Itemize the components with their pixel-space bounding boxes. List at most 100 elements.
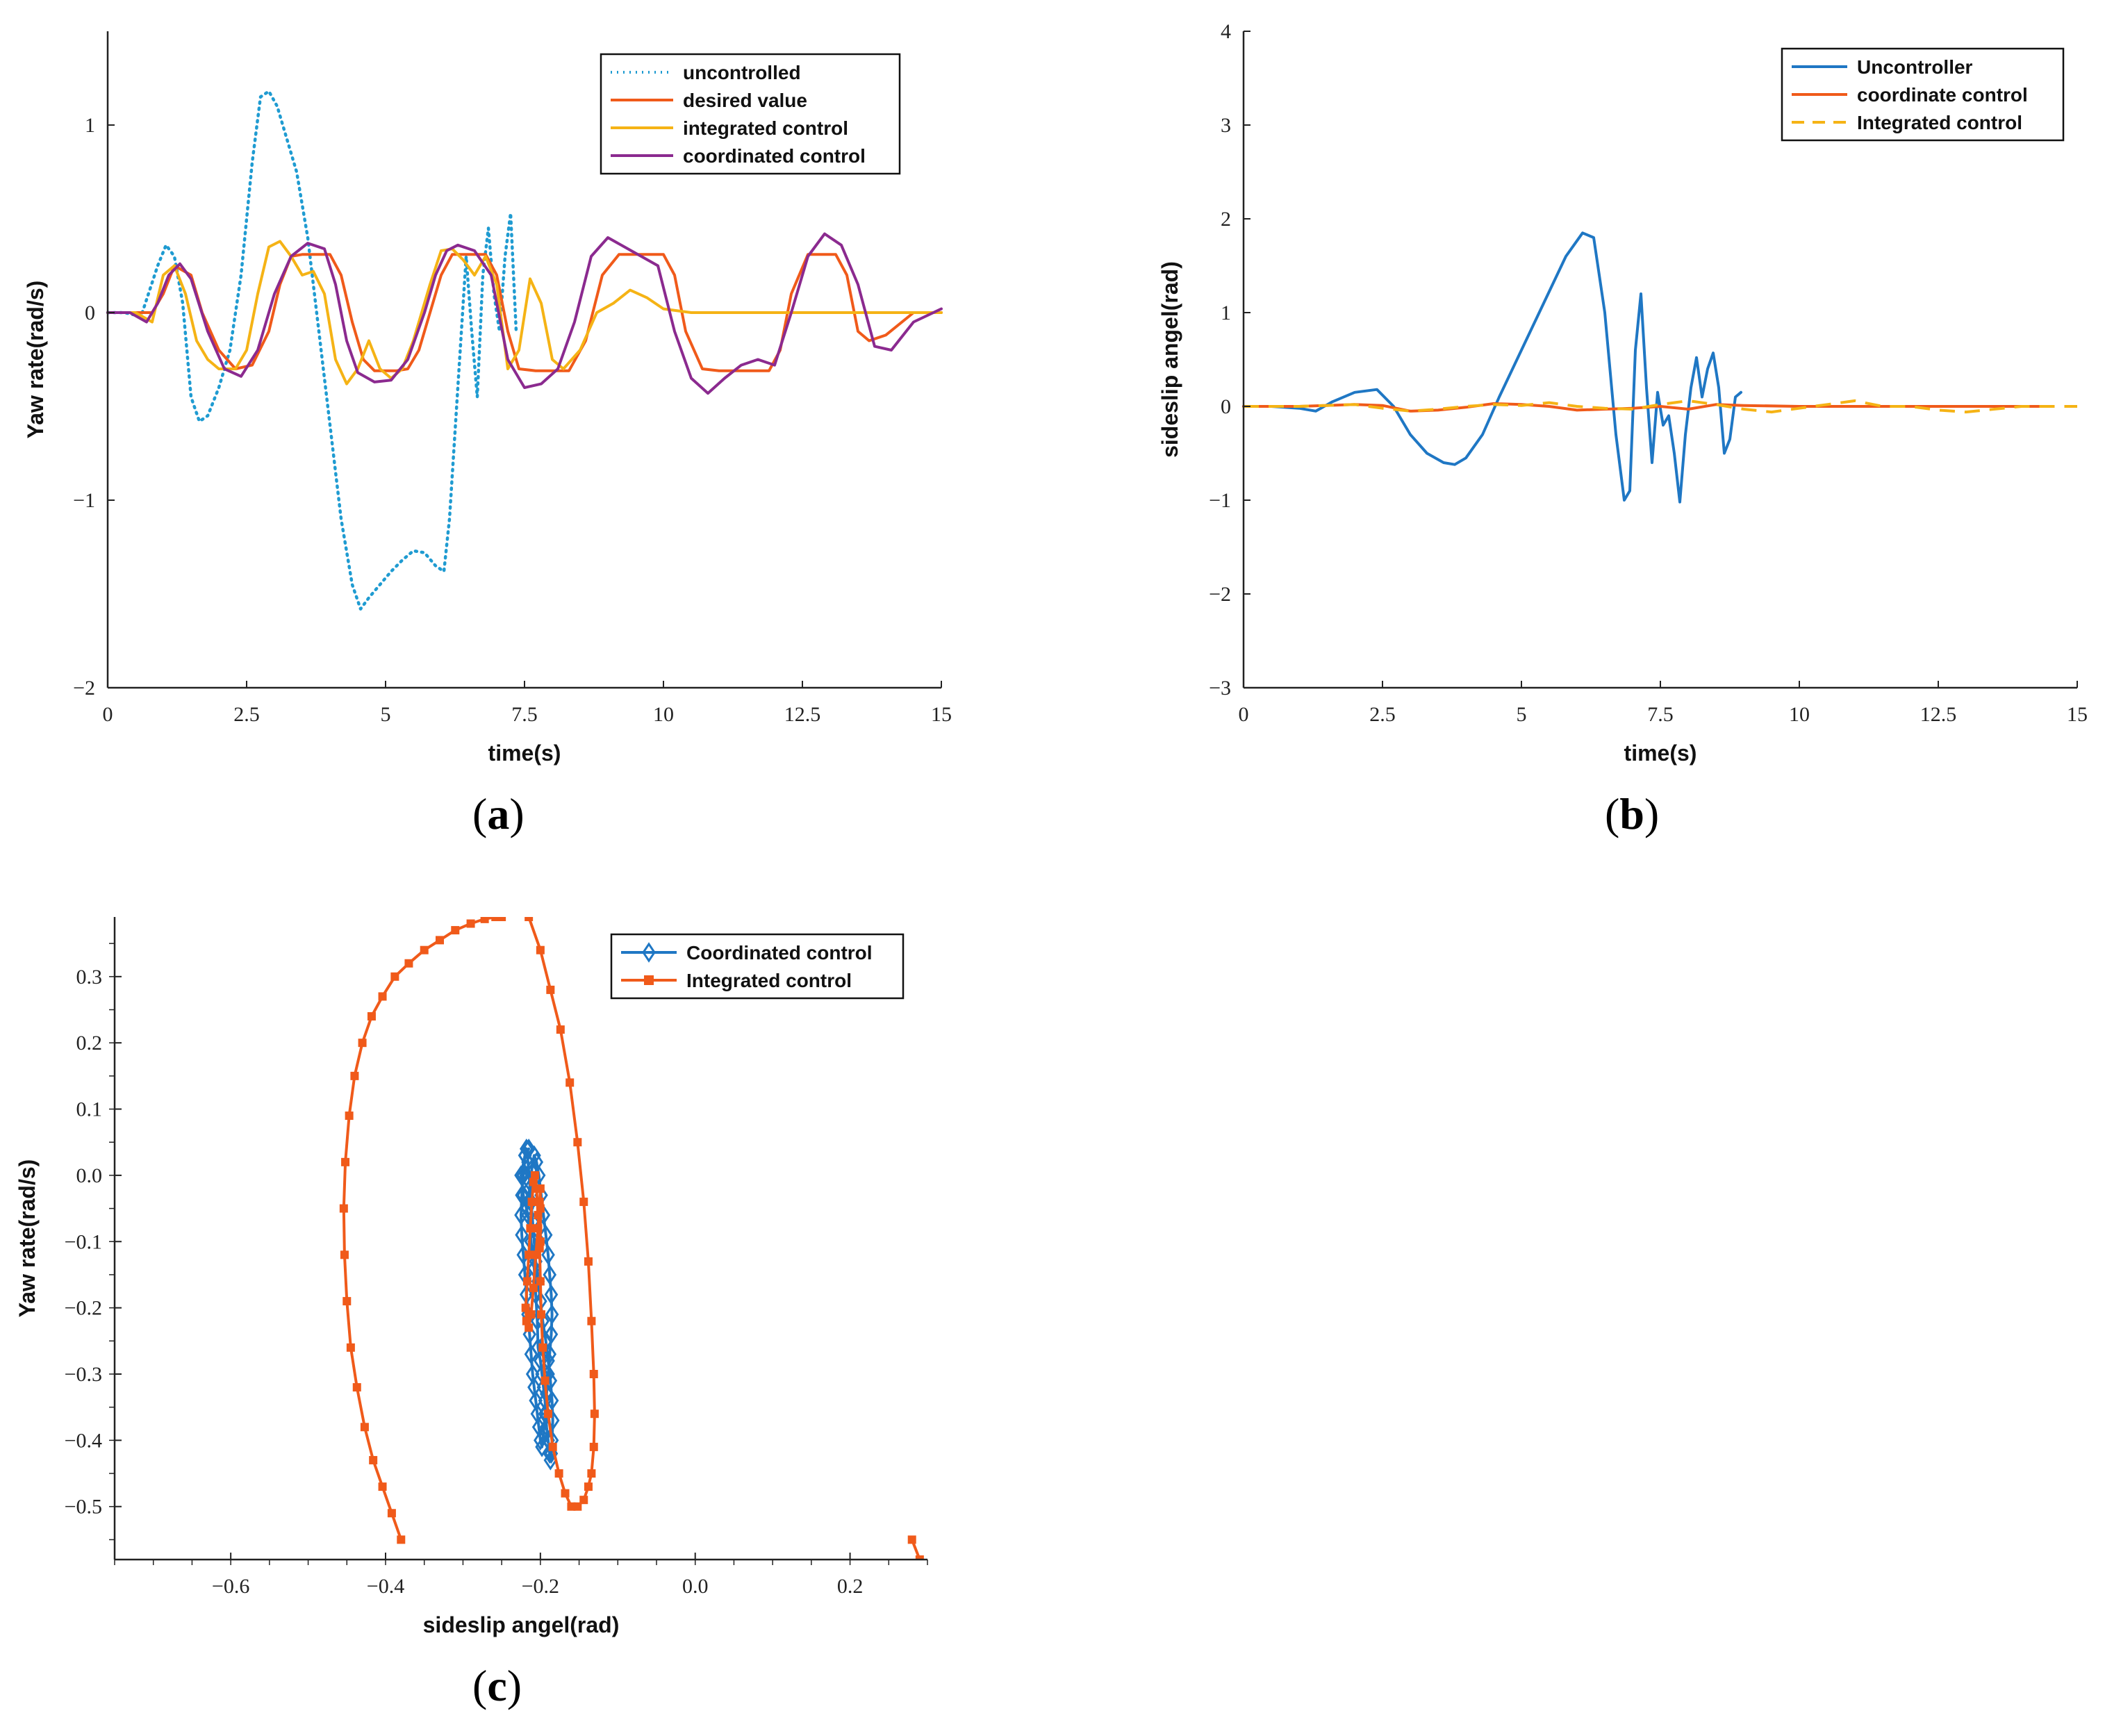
panel-a-chart: 0 2.5 5 7.5 10 12.5 15 −2 −1 0 1 time(s) Yaw rate(… [23, 31, 952, 766]
panel-b-legend-label: Uncontroller [1857, 56, 1973, 78]
panel-b-x-tick-label: 7.5 [1647, 703, 1674, 726]
panel-a-series-integrated-control [106, 240, 943, 386]
panel-c-integrated-marker [556, 1025, 565, 1034]
panel-b-y-tick-label: 3 [1221, 114, 1231, 137]
panel-c-integrated-marker [522, 1316, 531, 1325]
panel-label-c: (c) [472, 1661, 522, 1710]
panel-a-legend-box [600, 53, 901, 175]
panel-c-y-tick-label: −0.5 [65, 1496, 102, 1519]
panel-c-integrated-marker [404, 959, 413, 968]
panel-c-integrated-marker [536, 1277, 545, 1286]
panel-c-integrated-marker [554, 1469, 563, 1478]
panel-c-integrated-marker [579, 1496, 588, 1505]
panel-c-integrated-marker [536, 945, 545, 954]
panel-c-integrated-marker [529, 1177, 538, 1187]
panel-c-integrated-marker [521, 1303, 530, 1312]
panel-a-y-tick-label: 1 [85, 114, 95, 137]
panel-c-x-axis-label: sideslip angel(rad) [423, 1612, 620, 1637]
panel-c-y-tick-label: −0.3 [65, 1363, 102, 1386]
panel-c-integrated-marker [527, 1310, 536, 1319]
panel-a-x-tick-label: 15 [931, 703, 952, 726]
panel-c-integrated-marker [491, 917, 500, 921]
panel-c-coordinated-marker [545, 1390, 559, 1411]
panel-a-y-tick-label: 0 [85, 301, 95, 324]
panel-a-series-desired-value [106, 253, 943, 372]
panel-c-integrated-marker [525, 917, 534, 921]
panel-c-x-tick-label: 0.0 [682, 1575, 709, 1598]
panel-c-legend-label: Integrated control [686, 970, 852, 991]
panel-c-coordinated-marker [544, 1284, 559, 1305]
panel-a-series-coordinated-control [106, 232, 943, 395]
panel-c-integrated-marker [915, 1555, 924, 1560]
panel-c-integrated-marker [544, 1410, 552, 1419]
panel-c-integrated-marker [367, 1012, 376, 1021]
panel-c-integrated-marker [573, 1138, 582, 1147]
panel-c-integrated-marker [538, 1343, 547, 1352]
panel-a-legend-label: integrated control [683, 117, 848, 139]
panel-c-integrated-marker [540, 1376, 550, 1385]
panel-c-integrated-marker [397, 1535, 406, 1544]
panel-label-a-letter: a [487, 789, 510, 838]
panel-c-integrated-marker [579, 1198, 588, 1207]
panel-c-coordinated-marker [515, 1225, 529, 1246]
panel-c-coordinated-marker [516, 1165, 531, 1186]
panel-a-x-tick-label: 0 [103, 703, 113, 726]
panel-c-y-tick-label: −0.4 [65, 1429, 102, 1452]
panel-c-coordinated-marker [535, 1437, 549, 1457]
panel-c-y-tick-label: 0.1 [76, 1098, 103, 1121]
panel-label-a: (a) [472, 789, 525, 838]
panel-a-legend-label: desired value [683, 90, 807, 111]
panel-a-series-uncontrolled [106, 90, 518, 611]
panel-b-x-tick-label: 12.5 [1920, 703, 1957, 726]
panel-c-integrated-marker [536, 1204, 545, 1213]
panel-b-x-tick-label: 10 [1789, 703, 1810, 726]
panel-c-integrated-marker [358, 1039, 367, 1048]
panel-c-integrated-marker [350, 1071, 359, 1080]
panel-c-integrated-marker [369, 1455, 378, 1464]
panel-b-x-axis-label: time(s) [1624, 741, 1697, 766]
panel-c-y-tick-label: 0.0 [76, 1164, 103, 1187]
panel-c-series-integrated-control [342, 917, 921, 1560]
panel-a-y-tick-label: −1 [73, 489, 95, 512]
panel-c-legend-box [610, 933, 905, 1000]
panel-c-integrated-marker [590, 1410, 599, 1419]
panel-c-integrated-marker [527, 1198, 536, 1207]
panel-c-y-tick-label: −0.1 [65, 1230, 102, 1253]
panel-c-x-tick-label: −0.4 [367, 1575, 404, 1598]
panel-c-legend: Coordinated control Integrated control [610, 933, 905, 1000]
panel-c-integrated-marker [536, 1184, 545, 1193]
panel-a-legend-label: coordinated control [683, 145, 866, 167]
panel-a-x-tick-label: 2.5 [233, 703, 260, 726]
panel-c-coordinated-marker [514, 1165, 528, 1186]
panel-c-integrated-marker [436, 936, 444, 945]
panel-c-integrated-marker [390, 972, 399, 981]
panel-c-integrated-marker [529, 1284, 538, 1293]
panel-c-integrated-marker [584, 1482, 593, 1491]
panel-c-integrated-marker [536, 1310, 545, 1319]
panel-b-x-tick-label: 0 [1239, 703, 1249, 726]
panel-c-integrated-marker [584, 1257, 593, 1266]
panel-b-y-tick-label: −2 [1209, 583, 1231, 606]
panel-c-integrated-marker [525, 1250, 534, 1259]
panel-a-x-tick-label: 5 [381, 703, 391, 726]
panel-c-coordinated-marker [543, 1264, 557, 1285]
panel-c-integrated-marker [451, 926, 460, 935]
panel-c-coordinated-marker [536, 1423, 551, 1444]
panel-c-integrated-marker [907, 1535, 916, 1544]
panel-a-x-tick-label: 12.5 [784, 703, 821, 726]
panel-c-integrated-marker [480, 917, 489, 923]
panel-c-coordinated-marker [518, 1145, 532, 1166]
panel-b-x-tick-label: 5 [1517, 703, 1527, 726]
panel-a-series-group [106, 90, 943, 611]
panel-c-integrated-marker [531, 1171, 540, 1180]
panel-c-integrated-marker [420, 945, 429, 954]
panel-c-integrated-marker [341, 1157, 350, 1166]
panel-label-b: (b) [1605, 789, 1660, 838]
panel-c-integrated-marker [561, 1489, 570, 1498]
panel-a-x-tick-label: 7.5 [511, 703, 538, 726]
panel-c-integrated-marker [526, 1224, 535, 1233]
panel-b-chart: 0 2.5 5 7.5 10 12.5 15 −3 −2 −1 0 1 2 3 4 time(s) side… [1157, 20, 2088, 766]
panel-a-y-axis-label: Yaw rate(rad/s) [23, 281, 48, 439]
panel-b-y-tick-label: 1 [1221, 301, 1231, 324]
